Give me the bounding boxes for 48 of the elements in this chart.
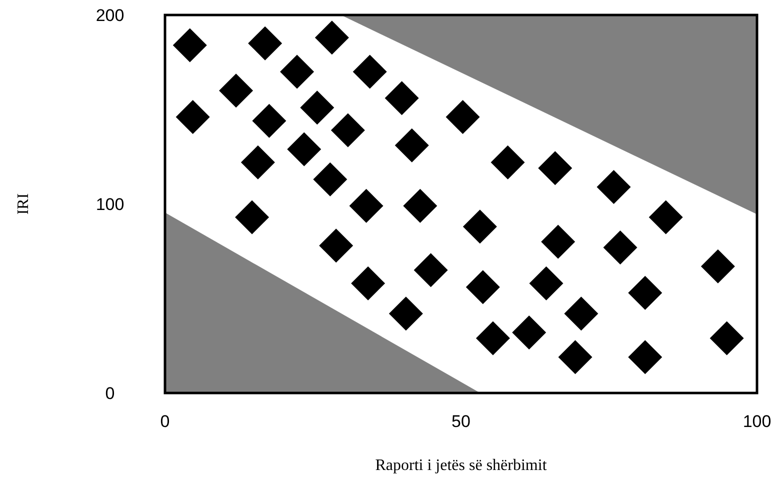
point [235,200,270,234]
point [538,151,572,186]
x-tick-label: 100 [742,412,772,431]
point [541,224,576,259]
y-tick-label: 100 [96,195,124,214]
point [462,210,497,244]
point [596,170,631,204]
point [313,162,348,196]
point [700,249,735,284]
y-tick-label: 200 [96,6,124,25]
point [446,100,480,134]
point [314,20,349,55]
point [388,296,423,331]
point [252,104,286,138]
point [248,26,282,60]
point [300,90,334,125]
point [240,145,275,180]
x-tick-label: 50 [452,412,470,431]
point [490,145,525,180]
x-axis-title: Raporti i jetës së shërbimit [375,457,548,474]
point [558,340,592,374]
x-tick-label: 0 [160,412,170,431]
point [466,270,500,304]
point [280,54,314,89]
point [384,81,419,116]
y-axis-title: IRI [15,193,32,215]
point [352,54,387,89]
point [349,188,384,223]
point [330,113,365,148]
point [476,321,510,356]
point [176,100,210,134]
point [512,316,546,350]
point [648,200,683,234]
point [710,321,744,356]
point [219,74,254,108]
point [394,128,429,162]
point [628,340,662,374]
point [603,230,638,264]
point [287,132,322,166]
y-tick-label: 0 [105,384,115,403]
point [414,253,448,288]
point [319,228,354,263]
point [564,296,598,331]
point [403,188,438,223]
point [351,266,386,300]
point [172,28,207,62]
point [529,266,564,300]
point [628,276,662,310]
